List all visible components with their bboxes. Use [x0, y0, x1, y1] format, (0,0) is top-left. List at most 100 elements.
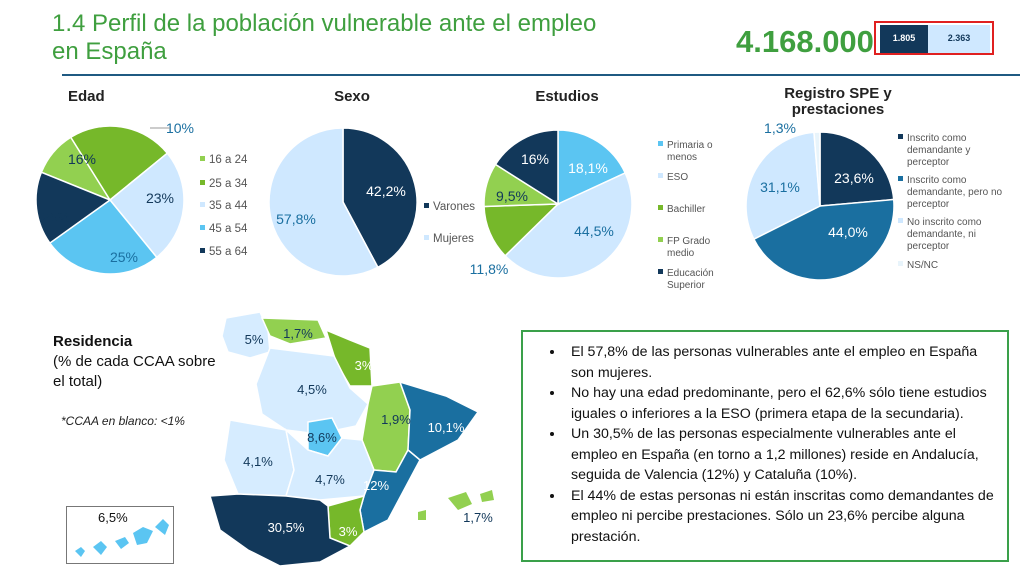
legend-swatch — [200, 180, 205, 185]
slice-label: 23,6% — [834, 170, 874, 186]
pie-slice — [504, 171, 633, 279]
pie-slice — [819, 131, 895, 207]
slice-label: 44,0% — [828, 224, 868, 240]
legend-swatch — [658, 269, 663, 274]
legend-swatch — [898, 134, 903, 139]
slice-label: 16% — [68, 151, 96, 167]
total-breakdown-box — [874, 21, 994, 55]
breakdown-value-women: 2.363 — [928, 25, 990, 53]
legend-label: Mujeres — [433, 233, 474, 245]
legend-label: ESO — [667, 172, 688, 183]
legend-label: Educación Superior — [667, 268, 714, 291]
legend-swatch — [200, 248, 205, 253]
slice-label: 18,1% — [568, 160, 608, 176]
legend-swatch — [898, 176, 903, 181]
pie-slice — [342, 127, 418, 269]
slice-label: 44,5% — [574, 223, 614, 239]
pie-slice — [268, 127, 379, 277]
canary-islands-inset — [66, 506, 174, 564]
region-label: 4,7% — [315, 472, 345, 487]
pie-charts: 10% 23% 25% 26% 16% Edad 42,2% 57,8% Sexo 18,1% 44… — [35, 85, 1003, 291]
legend-swatch — [658, 141, 663, 146]
slice-label: 25% — [110, 249, 138, 265]
region-label: 3% — [355, 358, 374, 373]
canary-islands-map — [75, 519, 169, 557]
page-title: 1.4 Perfil de la población vulnerable an… — [52, 10, 597, 65]
pie-slice — [35, 171, 112, 245]
slice-label: 1,3% — [764, 120, 796, 136]
legend-label: Inscrito como demandante y perceptor — [907, 133, 970, 168]
region-cataluna — [398, 380, 480, 461]
residencia-caption: Residencia (% de cada CCAA sobre el tota… — [53, 332, 223, 392]
pie-slice — [557, 129, 627, 206]
legend-swatch — [658, 237, 663, 242]
legend-label: Primaria o menos — [667, 140, 713, 163]
finding-item: El 57,8% de las personas vulnerables ant… — [565, 342, 999, 383]
region-label: 10,1% — [428, 420, 465, 435]
finding-item: No hay una edad predominante, pero el 62… — [565, 383, 999, 424]
legend-label: 35 a 44 — [209, 200, 248, 212]
legend-label: 55 a 64 — [209, 246, 248, 258]
region-galicia — [221, 311, 271, 359]
canary-label: 6,5% — [98, 510, 128, 525]
slice-label: 42,2% — [366, 183, 406, 199]
finding-item: El 44% de estas personas ni están inscri… — [565, 486, 999, 548]
breakdown-value-men: 1.805 — [880, 25, 928, 53]
legend-swatch — [200, 225, 205, 230]
region-label: 3% — [339, 524, 358, 539]
region-asturias — [260, 317, 328, 345]
chart-title: Sexo — [334, 88, 370, 105]
residencia-title: Residencia — [53, 333, 133, 350]
region-baleares — [418, 490, 494, 520]
legend-label: Bachiller — [667, 204, 706, 215]
legend-label: Inscrito como demandante, pero no percepto… — [907, 175, 1003, 210]
pie-slice — [108, 152, 185, 259]
legend-swatch — [424, 235, 429, 240]
slice-label: 23% — [146, 190, 174, 206]
pie-slice — [494, 129, 559, 206]
ccaa-note: *CCAA en blanco: <1% — [61, 414, 185, 428]
legend-swatch — [658, 173, 663, 178]
legend-swatch — [898, 261, 903, 266]
residencia-subtitle: (% de cada CCAA sobre el total) — [53, 353, 216, 390]
region-label: 30,5% — [268, 520, 305, 535]
legend-label: Varones — [433, 201, 475, 213]
region-label: 4,5% — [297, 382, 327, 397]
pie-slice — [48, 198, 158, 275]
slice-label: 16% — [521, 151, 549, 167]
legend-label: 45 a 54 — [209, 223, 248, 235]
region-label: 5% — [245, 332, 264, 347]
chart-title: Registro SPE y prestaciones — [784, 85, 892, 118]
slice-label: 10% — [166, 120, 194, 136]
pie-slice — [745, 131, 821, 241]
legend-swatch — [200, 202, 205, 207]
region-label: 1,7% — [283, 326, 313, 341]
chart-title: Edad — [68, 88, 105, 105]
region-label: 8,6% — [307, 430, 337, 445]
legend-swatch — [424, 203, 429, 208]
legend-label: 16 a 24 — [209, 154, 248, 166]
total-figure: 4.168.000 — [736, 24, 874, 59]
slice-label: 26% — [42, 209, 70, 225]
pie-slice — [69, 125, 169, 202]
legend-label: FP Grado medio — [667, 236, 711, 259]
spain-map: 5% 1,7% 3% 4,5% 1,9% 10,1% 8,6% 4,1% 4,7% 12% 30,5… — [209, 311, 494, 567]
region-label: 12% — [363, 478, 389, 493]
legend-swatch — [898, 218, 903, 223]
slice-label: 57,8% — [276, 211, 316, 227]
slice-label: 31,1% — [760, 179, 800, 195]
legend-label: 25 a 34 — [209, 178, 248, 190]
title-divider — [62, 74, 1020, 76]
legend-swatch — [658, 205, 663, 210]
legend-label: NS/NC — [907, 260, 938, 271]
region-andalucia — [209, 493, 352, 567]
region-label: 1,9% — [381, 412, 411, 427]
region-label: 1,7% — [463, 510, 493, 525]
slice-label: 11,8% — [470, 261, 509, 277]
chart-title: Estudios — [535, 88, 598, 105]
key-findings-box: El 57,8% de las personas vulnerables ant… — [521, 330, 1009, 562]
pie-slice — [752, 198, 895, 281]
pie-slice — [813, 131, 821, 207]
finding-item: Un 30,5% de las personas especialmente v… — [565, 424, 999, 486]
slice-label: 9,5% — [496, 188, 528, 204]
